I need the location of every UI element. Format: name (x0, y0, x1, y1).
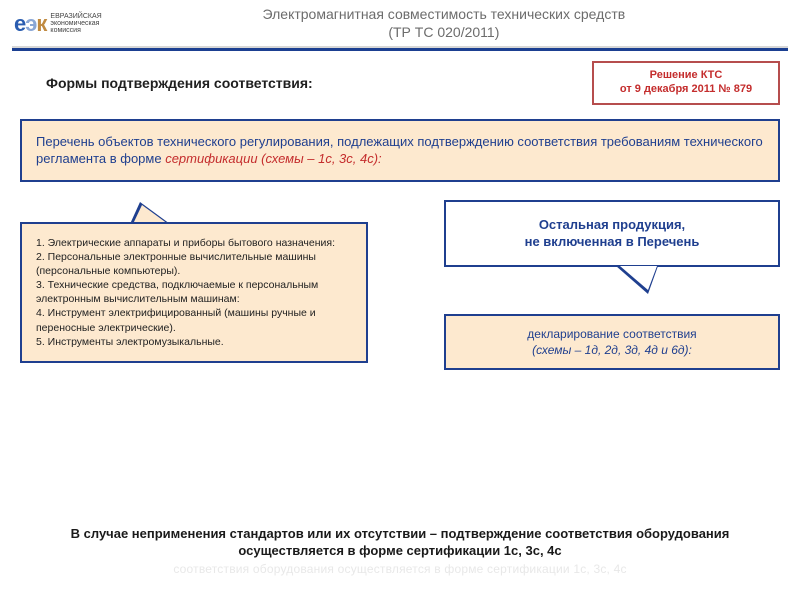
other-line: не включенная в Перечень (456, 233, 768, 251)
list-item: 5. Инструменты электромузыкальные. (36, 335, 352, 349)
callout-tail-icon (130, 202, 170, 224)
list-item: 1. Электрические аппараты и приборы быто… (36, 236, 352, 250)
logo-letter: е (14, 11, 25, 36)
logo-letter: э (25, 11, 36, 36)
certification-box: Перечень объектов технического регулиров… (20, 119, 780, 182)
decision-line: от 9 декабря 2011 № 879 (602, 83, 770, 97)
section-heading: Формы подтверждения соответствия: (46, 75, 313, 91)
header: еэк ЕВРАЗИЙСКАЯ экономическая комиссия Э… (0, 0, 800, 43)
footer-main: В случае неприменения стандартов или их … (40, 525, 760, 560)
logo-sub-line: экономическая (50, 20, 101, 27)
page-title: Электромагнитная совместимость техническ… (102, 6, 786, 41)
footer-note: В случае неприменения стандартов или их … (0, 525, 800, 576)
title-line: (ТР ТС 020/2011) (388, 24, 499, 40)
decision-line: Решение КТС (602, 69, 770, 83)
decl-line: декларирование соответствия (456, 326, 768, 342)
list-item: 4. Инструмент электрифицированный (машин… (36, 306, 352, 334)
declaration-box: декларирование соответствия (схемы – 1д,… (444, 314, 780, 370)
subheader: Формы подтверждения соответствия: Решени… (0, 51, 800, 113)
decl-line: (схемы – 1д, 2д, 3д, 4д и 6д): (456, 342, 768, 358)
footer-ghost: соответствия оборудования осуществляется… (40, 562, 760, 576)
callout-tail-icon (616, 266, 658, 294)
page-title-wrap: Электромагнитная совместимость техническ… (102, 6, 786, 41)
cert-lead: Перечень объектов технического регулиров… (36, 134, 763, 167)
cert-emphasis: сертификации (схемы – 1с, 3с, 4с): (165, 151, 381, 166)
logo-sub-line: ЕВРАЗИЙСКАЯ (50, 13, 101, 20)
other-products-box: Остальная продукция, не включенная в Пер… (444, 200, 780, 267)
columns: 1. Электрические аппараты и приборы быто… (20, 196, 780, 438)
decision-callout: Решение КТС от 9 декабря 2011 № 879 (592, 61, 780, 105)
logo-subtext: ЕВРАЗИЙСКАЯ экономическая комиссия (50, 13, 101, 34)
logo: еэк ЕВРАЗИЙСКАЯ экономическая комиссия (14, 11, 102, 37)
title-line: Электромагнитная совместимость техническ… (263, 6, 626, 22)
logo-mark: еэк (14, 11, 46, 37)
product-list-box: 1. Электрические аппараты и приборы быто… (20, 222, 368, 363)
logo-letter: к (36, 11, 46, 36)
list-item: 2. Персональные электронные вычислительн… (36, 250, 352, 278)
logo-sub-line: комиссия (50, 27, 101, 34)
list-item: 3. Технические средства, подключаемые к … (36, 278, 352, 306)
other-line: Остальная продукция, (456, 216, 768, 234)
